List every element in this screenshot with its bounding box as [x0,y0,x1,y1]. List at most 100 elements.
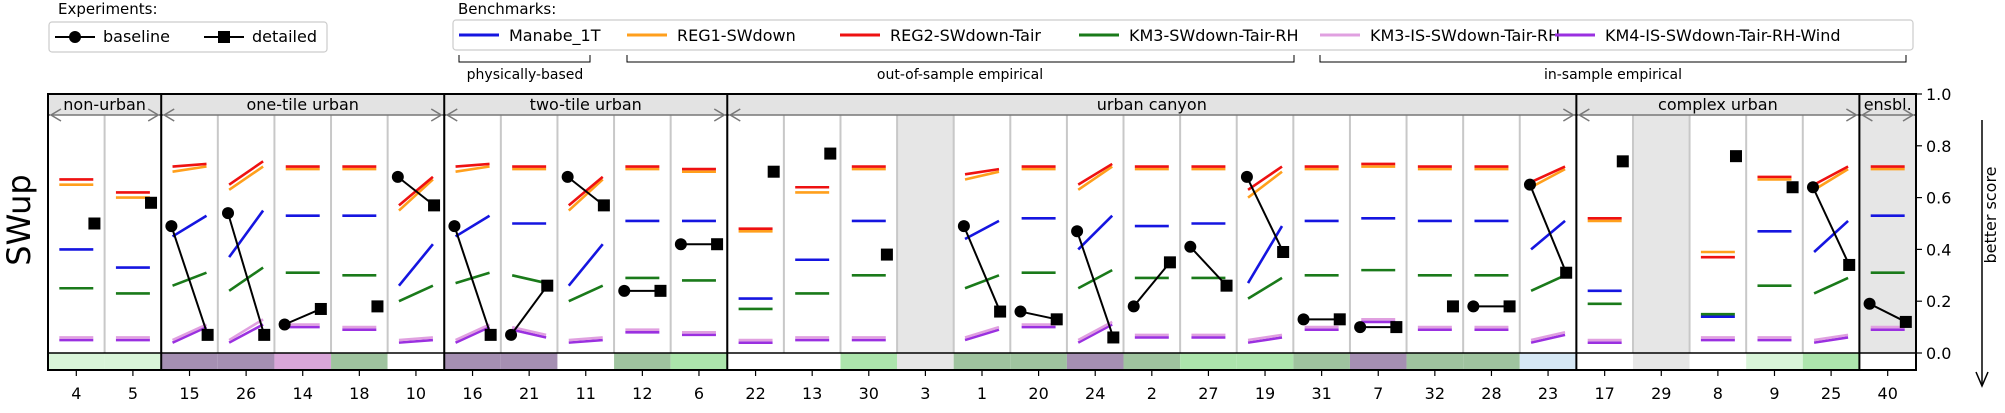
x-tick-label: 24 [1085,384,1105,403]
benchmark-reg1-mark [1077,165,1113,191]
detailed-marker [428,199,441,212]
in-sample-label: in-sample empirical [1544,67,1682,83]
better-score-label: better score [1981,166,2000,263]
site-category-cell [1066,353,1124,370]
axes: 0.00.20.40.60.81.04 5 15 26 14 18 10 16 21 11 12 6 2… [47,85,1951,403]
site-category-cell [1576,353,1633,370]
baseline-marker [618,284,631,297]
benchmark-reg1-mark [228,165,264,191]
site-category-cell [614,353,671,370]
benchmark-km3-mark [964,274,1000,290]
baseline-marker [1354,321,1367,334]
benchmark-km3is-mark [228,318,264,342]
site-category-cell [1010,353,1067,370]
baseline-marker [1071,225,1084,238]
x-tick-label: 17 [1594,384,1614,403]
out-of-sample-label: out-of-sample empirical [877,67,1043,83]
left-arrow-icon [49,108,62,122]
benchmark-km4is-mark [964,328,1000,342]
x-tick-label: 31 [1311,384,1331,403]
baseline-marker [1467,300,1480,313]
x-tick-label: 25 [1821,384,1841,403]
benchmark-legend-label: REG2-SWdown-Tair [890,26,1041,45]
benchmark-marks [59,160,1905,344]
left-arrow-icon [1860,108,1873,122]
experiments-legend-box [48,21,328,53]
benchmark-km4is-mark [455,325,491,344]
benchmark-legend-label: KM3-IS-SWdown-Tair-RH [1370,26,1560,45]
experiment-connector [170,225,209,336]
experiment-connector [1020,310,1057,321]
benchmark-reg2-mark [1247,165,1283,191]
y-tick-label: 0.6 [1926,189,1951,208]
benchmark-reg2-mark [1077,162,1113,186]
x-tick-label: 3 [920,384,930,403]
benchmark-km3is-mark [964,325,1000,339]
detailed-marker [1107,331,1120,344]
experiment-connector [510,285,549,336]
benchmark-km3is-mark [1813,333,1849,342]
in-sample-bracket [1319,55,1907,63]
site-category-cell [1123,353,1181,370]
benchmark-legend-label: KM4-IS-SWdown-Tair-RH-Wind [1605,26,1841,45]
left-arrow-icon [728,108,741,122]
benchmark-reg2-mark [228,160,264,186]
benchmark-reg2-mark [1530,165,1566,184]
detailed-marker [994,305,1007,318]
x-tick-label: 27 [1198,384,1218,403]
circle-marker-icon [69,31,81,43]
experiment-connector [1132,261,1171,308]
baseline-marker [1297,313,1310,326]
x-tick-label: 7 [1373,384,1383,403]
x-tick-label: 29 [1651,384,1671,403]
benchmark-km3-mark [1530,274,1566,293]
experiment-connector [1076,230,1115,338]
baseline-marker [448,220,461,233]
benchmark-km4is-mark [1247,336,1283,344]
detailed-marker [145,196,158,209]
x-tick-label: 22 [745,384,765,403]
y-tick-label: 1.0 [1926,85,1951,104]
detailed-legend-label: detailed [252,27,317,46]
plot-background [103,94,1916,370]
benchmark-manabe-mark [1246,225,1284,284]
baseline-marker [222,207,235,220]
group-header-label: non-urban [63,95,146,114]
site-category-cell [783,353,841,370]
benchmark-km4is-mark [171,325,208,344]
group-header-label: complex urban [1658,95,1778,114]
experiment-connector [962,225,1002,312]
x-tick-label: 19 [1255,384,1275,403]
x-tick-label: 1 [977,384,987,403]
benchmark-km3is-mark [1077,320,1113,342]
experiment-connector [284,308,322,326]
left-arrow-icon [1577,108,1590,122]
site-category-cell [274,353,332,370]
baseline-marker [278,318,291,331]
x-tick-label: 16 [462,384,482,403]
detailed-marker [880,248,893,261]
benchmark-km4is-mark [228,323,264,344]
y-tick-label: 0.0 [1926,344,1951,363]
right-arrow-icon [713,108,726,122]
site-category-cell [897,353,954,370]
x-tick-label: 32 [1425,384,1445,403]
site-category-cell [1463,353,1520,370]
benchmark-km3-mark [228,266,264,292]
detailed-marker [1616,155,1629,168]
group-header-label: ensbl. [1864,95,1912,114]
detailed-marker [1503,300,1516,313]
right-arrow-icon [1846,108,1858,122]
site-category-cell [1859,353,1916,370]
detailed-marker [314,302,327,315]
x-tick-label: 21 [519,384,539,403]
down-arrow-icon [1975,371,1989,388]
detailed-marker [824,147,837,160]
x-tick-label: 5 [128,384,138,403]
experiment-connector [453,225,492,336]
site-category-cell [1349,353,1407,370]
benchmarks-legend-entries: Manabe_1T REG1-SWdown REG2-SWdown-Tair KM3-… [459,26,1841,46]
benchmark-manabe-mark [964,219,1000,241]
baseline-marker [1240,170,1253,183]
baseline-marker [165,220,178,233]
